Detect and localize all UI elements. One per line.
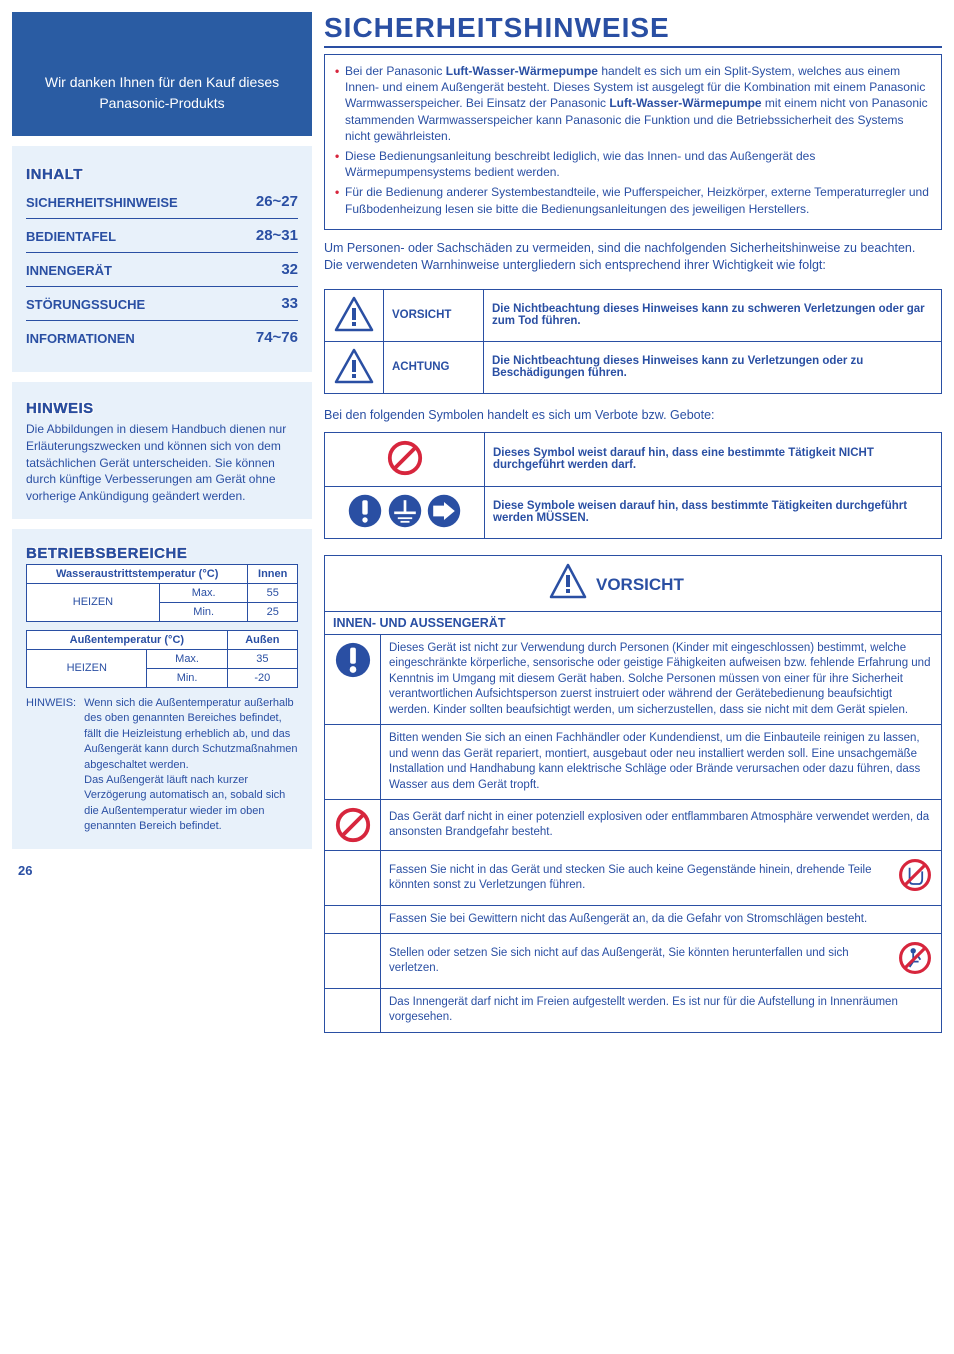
toc-page: 33 xyxy=(281,295,298,312)
table-cell: Min. xyxy=(147,668,227,687)
note-body: Wenn sich die Außentemperatur außerhalb … xyxy=(84,696,298,835)
outside-temp-table: Außentemperatur (°C) Außen HEIZEN Max. 3… xyxy=(26,630,298,688)
toc-item: INNENGERÄT 32 xyxy=(26,253,298,287)
warning-level-table: VORSICHT Die Nichtbeachtung dieses Hinwe… xyxy=(324,289,942,394)
empty-icon xyxy=(325,989,381,1032)
toc-page: 26~27 xyxy=(256,193,298,210)
thank-you-text: Wir danken Ihnen für den Kauf dieses Pan… xyxy=(45,74,279,111)
right-column: SICHERHEITSHINWEISE Bei der Panasonic Lu… xyxy=(324,12,942,1033)
safety-row: Das Innengerät darf nicht im Freien aufg… xyxy=(325,989,941,1032)
toc-title: SICHERHEITSHINWEISE xyxy=(26,195,178,210)
warn-row: ACHTUNG Die Nichtbeachtung dieses Hinwei… xyxy=(325,341,942,393)
safety-text: Fassen Sie bei Gewittern nicht das Außen… xyxy=(381,906,941,934)
prohibition-icon xyxy=(325,432,485,486)
toc-item: BEDIENTAFEL 28~31 xyxy=(26,219,298,253)
intro-item: Bei der Panasonic Luft-Wasser-Wärmepumpe… xyxy=(335,63,931,144)
inhalt-heading: INHALT xyxy=(26,166,298,183)
toc-title: STÖRUNGSSUCHE xyxy=(26,297,145,312)
safety-row: Stellen oder setzen Sie sich nicht auf d… xyxy=(325,934,941,989)
vorsicht-section: VORSICHT INNEN- UND AUSSENGERÄT Dieses G… xyxy=(324,555,942,1033)
warn-label: VORSICHT xyxy=(384,289,484,341)
toc-item: STÖRUNGSSUCHE 33 xyxy=(26,287,298,321)
table-header: Außentemperatur (°C) xyxy=(27,630,228,649)
safety-row: Fassen Sie bei Gewittern nicht das Außen… xyxy=(325,906,941,935)
toc-title: INNENGERÄT xyxy=(26,263,112,278)
safety-text: Das Innengerät darf nicht im Freien aufg… xyxy=(381,989,941,1032)
symbol-desc: Dieses Symbol weist darauf hin, dass ein… xyxy=(485,432,942,486)
table-header: Wasseraustrittstemperatur (°C) xyxy=(27,564,248,583)
symbol-intro: Bei den folgenden Symbolen handelt es si… xyxy=(324,408,942,422)
toc-title: INFORMATIONEN xyxy=(26,331,135,346)
toc-title: BEDIENTAFEL xyxy=(26,229,116,244)
safety-text: Dieses Gerät ist nicht zur Verwendung du… xyxy=(381,635,941,725)
symbol-table: Dieses Symbol weist darauf hin, dass ein… xyxy=(324,432,942,539)
temp-note: HINWEIS: Wenn sich die Außentemperatur a… xyxy=(26,696,298,835)
toc-page: 32 xyxy=(281,261,298,278)
no-hand-icon xyxy=(897,857,933,899)
safety-text: Bitten wenden Sie sich an einen Fachhänd… xyxy=(381,725,941,799)
vorsicht-header: VORSICHT xyxy=(325,556,941,611)
toc-page: 74~76 xyxy=(256,329,298,346)
prohibition-icon xyxy=(325,800,381,850)
empty-icon xyxy=(325,906,381,934)
hinweis-text: Die Abbildungen in diesem Handbuch diene… xyxy=(26,421,298,505)
page-number: 26 xyxy=(18,863,312,878)
main-title: SICHERHEITSHINWEISE xyxy=(324,12,942,48)
safety-row: Bitten wenden Sie sich an einen Fachhänd… xyxy=(325,725,941,800)
bereich-block: BETRIEBSBEREICHE Wasseraustrittstemperat… xyxy=(12,529,312,849)
warn-desc: Die Nichtbeachtung dieses Hinweises kann… xyxy=(484,341,942,393)
toc-item: INFORMATIONEN 74~76 xyxy=(26,321,298,354)
table-cell: Min. xyxy=(159,602,248,621)
safety-text: Fassen Sie nicht in das Gerät und stecke… xyxy=(381,851,941,905)
empty-icon xyxy=(325,725,381,799)
pre-warn-text: Um Personen- oder Sachschäden zu vermeid… xyxy=(324,240,942,275)
safety-text: Stellen oder setzen Sie sich nicht auf d… xyxy=(381,934,941,988)
no-sit-icon xyxy=(897,940,933,982)
symbol-row: Diese Symbole weisen darauf hin, dass be… xyxy=(325,486,942,538)
table-cell: 55 xyxy=(248,583,298,602)
safety-text: Das Gerät darf nicht in einer potenziell… xyxy=(381,800,941,850)
thank-you-panel: Wir danken Ihnen für den Kauf dieses Pan… xyxy=(12,12,312,136)
intro-item: Für die Bedienung anderer Systembestandt… xyxy=(335,184,931,216)
table-cell: -20 xyxy=(227,668,297,687)
table-cell: HEIZEN xyxy=(27,649,147,687)
table-cell: Max. xyxy=(147,649,227,668)
mandatory-icon xyxy=(325,635,381,725)
warning-triangle-icon xyxy=(325,289,384,341)
safety-row: Fassen Sie nicht in das Gerät und stecke… xyxy=(325,851,941,906)
hinweis-heading: HINWEIS xyxy=(26,398,298,419)
table-header: Außen xyxy=(227,630,297,649)
mandatory-icons xyxy=(325,486,485,538)
left-column: Wir danken Ihnen für den Kauf dieses Pan… xyxy=(12,12,312,1033)
hinweis-block: HINWEIS Die Abbildungen in diesem Handbu… xyxy=(12,382,312,519)
table-cell: 25 xyxy=(248,602,298,621)
empty-icon xyxy=(325,934,381,988)
safety-row: Das Gerät darf nicht in einer potenziell… xyxy=(325,800,941,851)
bereich-heading: BETRIEBSBEREICHE xyxy=(26,545,298,562)
safety-row: Dieses Gerät ist nicht zur Verwendung du… xyxy=(325,635,941,726)
intro-item: Diese Bedienungsanleitung beschreibt led… xyxy=(335,148,931,180)
intro-box: Bei der Panasonic Luft-Wasser-Wärmepumpe… xyxy=(324,54,942,230)
table-cell: 35 xyxy=(227,649,297,668)
warn-row: VORSICHT Die Nichtbeachtung dieses Hinwe… xyxy=(325,289,942,341)
water-temp-table: Wasseraustrittstemperatur (°C) Innen HEI… xyxy=(26,564,298,622)
warn-desc: Die Nichtbeachtung dieses Hinweises kann… xyxy=(484,289,942,341)
toc-item: SICHERHEITSHINWEISE 26~27 xyxy=(26,185,298,219)
svg-text:VORSICHT: VORSICHT xyxy=(596,575,684,594)
empty-icon xyxy=(325,851,381,905)
warning-triangle-icon xyxy=(325,341,384,393)
table-cell: HEIZEN xyxy=(27,583,160,621)
symbol-desc: Diese Symbole weisen darauf hin, dass be… xyxy=(485,486,942,538)
vorsicht-subtitle: INNEN- UND AUSSENGERÄT xyxy=(325,611,941,635)
toc-page: 28~31 xyxy=(256,227,298,244)
table-header: Innen xyxy=(248,564,298,583)
warn-label: ACHTUNG xyxy=(384,341,484,393)
note-label: HINWEIS: xyxy=(26,696,76,835)
inhalt-block: INHALT SICHERHEITSHINWEISE 26~27 BEDIENT… xyxy=(12,146,312,372)
symbol-row: Dieses Symbol weist darauf hin, dass ein… xyxy=(325,432,942,486)
table-cell: Max. xyxy=(159,583,248,602)
